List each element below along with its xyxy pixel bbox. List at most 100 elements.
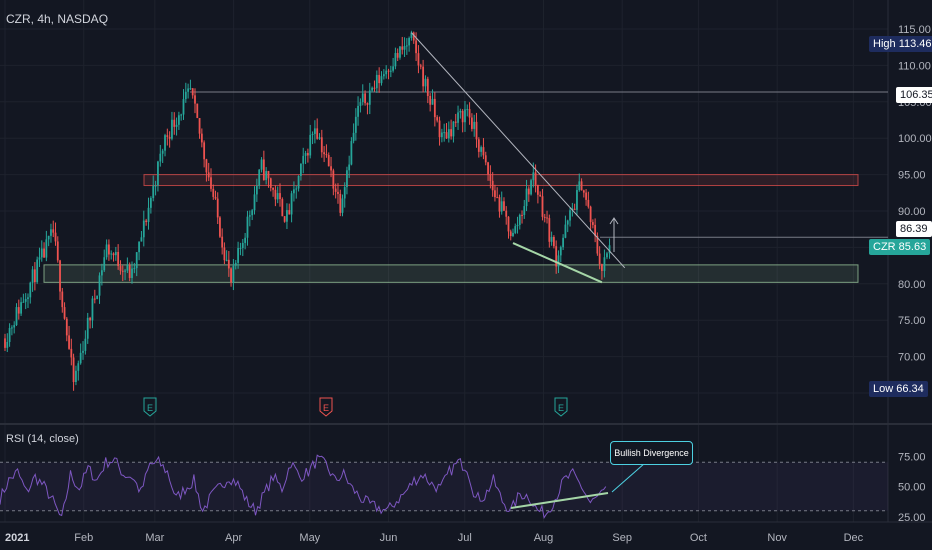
candle-body: [274, 189, 277, 200]
candle-body: [334, 188, 337, 192]
earnings-marker-label: E: [147, 403, 153, 413]
candle-body: [498, 197, 501, 212]
candle-body: [166, 135, 169, 137]
candle-body: [509, 231, 512, 237]
candle-body: [378, 74, 381, 84]
candle-body: [346, 170, 348, 188]
candle-body: [523, 206, 526, 216]
candle-body: [184, 91, 187, 100]
candle-body: [187, 88, 190, 92]
candle-body: [516, 224, 519, 227]
time-tick-label: 2021: [5, 532, 29, 544]
candle-body: [214, 196, 217, 199]
candle-body: [152, 185, 155, 199]
rsi-divergence-line: [510, 492, 609, 509]
candle-body: [27, 297, 29, 299]
candle-body: [361, 93, 364, 103]
candle-body: [473, 121, 476, 129]
candle-body: [157, 161, 159, 186]
candle-body: [288, 210, 291, 215]
candle-body: [431, 98, 434, 105]
symbol-title[interactable]: CZR, 4h, NASDAQ: [6, 12, 109, 26]
candle-body: [10, 327, 13, 329]
candle-body: [475, 121, 478, 140]
candle-body: [562, 237, 565, 248]
candle-body: [40, 248, 43, 258]
candle-body: [534, 172, 537, 185]
rsi-tick-label: 50.00: [898, 482, 926, 494]
candle-body: [31, 269, 34, 283]
candle-body: [373, 87, 376, 89]
candlesticks: [4, 30, 611, 391]
candle-body: [429, 95, 432, 105]
candle-body: [79, 352, 82, 364]
candle-body: [443, 132, 446, 134]
candle-body: [70, 348, 73, 358]
candle-body: [341, 198, 344, 213]
candle-body: [89, 317, 91, 321]
candle-body: [541, 196, 544, 217]
candle-body: [461, 110, 464, 123]
candle-body: [445, 132, 448, 139]
candle-body: [140, 237, 143, 242]
candle-body: [191, 88, 194, 96]
candle-body: [205, 159, 208, 173]
candle-body: [512, 232, 514, 237]
high-price-tag: High 113.46: [869, 36, 932, 52]
candle-body: [332, 170, 335, 189]
candle-body: [75, 370, 77, 383]
candle-body: [507, 216, 510, 232]
price-divergence-line: [512, 242, 603, 284]
candle-body: [175, 124, 178, 127]
candle-body: [20, 302, 22, 314]
earnings-marker-label: E: [323, 403, 329, 413]
bullish-divergence-annotation[interactable]: Bullish Divergence: [610, 441, 693, 465]
candle-body: [171, 119, 173, 139]
candle-body: [84, 338, 87, 351]
candle-body: [253, 194, 256, 211]
price-tick-label: 90.00: [898, 206, 926, 218]
candle-body: [72, 357, 75, 383]
rsi-title[interactable]: RSI (14, close): [6, 433, 79, 445]
candle-body: [54, 232, 57, 242]
candle-body: [306, 153, 309, 156]
candle-body: [323, 152, 326, 155]
candle-body: [608, 245, 611, 254]
candle-body: [124, 270, 126, 272]
candle-body: [454, 121, 457, 123]
candle-body: [569, 210, 571, 221]
support-zone: [43, 264, 859, 283]
candle-body: [457, 112, 459, 123]
candle-body: [295, 188, 298, 190]
candle-body: [482, 147, 485, 156]
candle-body: [536, 184, 539, 195]
candle-body: [440, 132, 443, 138]
candle-body: [180, 114, 183, 116]
current-price-tag: CZR 85.63: [869, 239, 931, 255]
candle-body: [412, 32, 415, 41]
candle-body: [110, 253, 113, 255]
candle-body: [318, 137, 321, 139]
high-label: High: [873, 38, 896, 50]
candle-body: [244, 237, 247, 243]
candle-body: [77, 363, 80, 371]
time-tick-label: Nov: [767, 532, 787, 544]
candle-body: [591, 222, 594, 225]
candle-body: [189, 88, 192, 90]
candle-body: [267, 171, 270, 179]
candle-body: [138, 241, 140, 253]
earnings-marker-label: E: [558, 403, 564, 413]
candle-body: [149, 198, 152, 208]
candle-body: [514, 226, 517, 233]
candle-body: [364, 93, 366, 104]
candle-body: [480, 147, 483, 152]
candle-body: [426, 78, 429, 96]
candle-body: [93, 298, 96, 300]
time-tick-label: Jun: [380, 532, 398, 544]
candle-body: [371, 87, 374, 91]
candle-body: [578, 181, 581, 191]
candle-body: [489, 174, 492, 181]
candle-body: [145, 220, 148, 223]
candle-body: [36, 259, 39, 283]
